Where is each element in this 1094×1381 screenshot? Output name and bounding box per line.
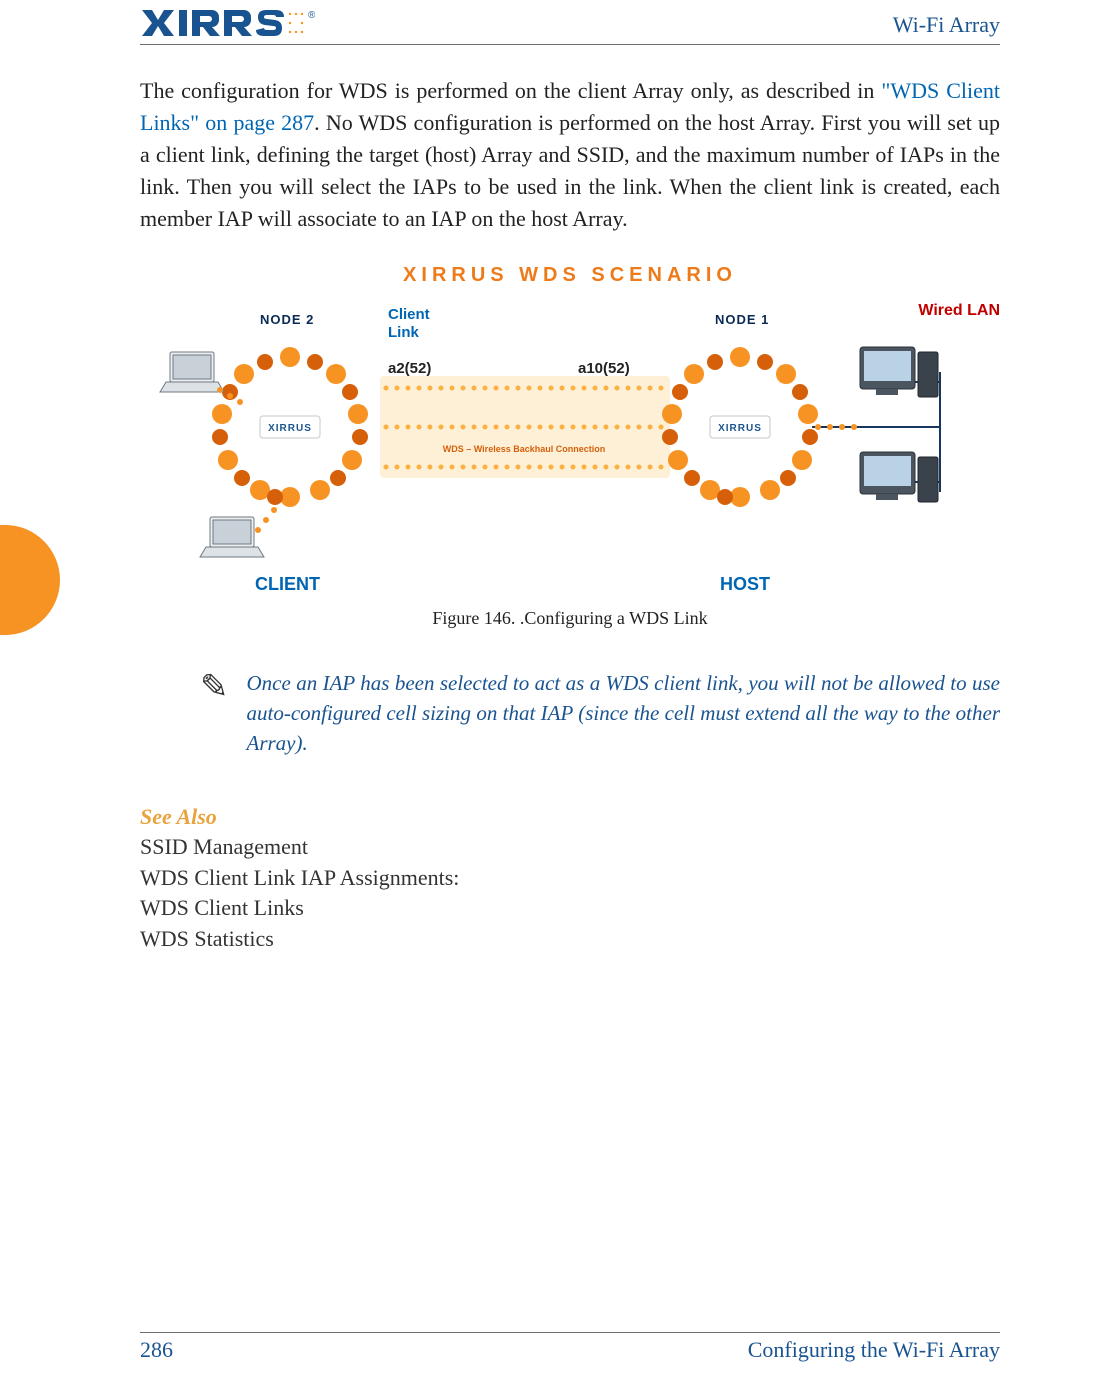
see-also-heading: See Also — [140, 804, 1000, 830]
note-text: Once an IAP has been selected to act as … — [247, 669, 1001, 758]
wds-scenario-figure: XIRRUS WDS SCENARIO Client Link Wired LA… — [140, 264, 1000, 604]
svg-text:XIRRUS: XIRRUS — [718, 423, 762, 434]
logo: ® — [140, 8, 315, 38]
node2-array: XIRRUS — [212, 347, 368, 507]
backhaul-caption: WDS – Wireless Backhaul Connection — [443, 444, 605, 454]
host-label: HOST — [720, 574, 770, 595]
see-also-item[interactable]: SSID Management — [140, 832, 1000, 863]
note-block: ✎ Once an IAP has been selected to act a… — [140, 669, 1000, 758]
header-title: Wi-Fi Array — [893, 12, 1000, 38]
body-paragraph: The configuration for WDS is performed o… — [140, 75, 1000, 234]
node1-array: XIRRUS — [662, 347, 818, 507]
para-text-1: The configuration for WDS is performed o… — [140, 78, 881, 103]
see-also-item[interactable]: WDS Statistics — [140, 924, 1000, 955]
wds-diagram: WDS – Wireless Backhaul Connection XIRRU… — [140, 292, 1000, 572]
footer-section: Configuring the Wi-Fi Array — [748, 1337, 1000, 1363]
page-header: ® Wi-Fi Array — [140, 0, 1000, 45]
page-number: 286 — [140, 1337, 173, 1363]
page-footer: 286 Configuring the Wi-Fi Array — [140, 1332, 1000, 1363]
see-also-item[interactable]: WDS Client Links — [140, 893, 1000, 924]
see-also-list: SSID Management WDS Client Link IAP Assi… — [140, 832, 1000, 955]
note-icon: ✎ — [200, 669, 229, 758]
page-tab — [0, 525, 60, 635]
scenario-title: XIRRUS WDS SCENARIO — [140, 264, 1000, 287]
svg-text:®: ® — [308, 10, 315, 21]
client-label: CLIENT — [255, 574, 320, 595]
svg-text:XIRRUS: XIRRUS — [268, 423, 312, 434]
see-also-item[interactable]: WDS Client Link IAP Assignments: — [140, 863, 1000, 894]
figure-caption: Figure 146. .Configuring a WDS Link — [140, 608, 1000, 629]
